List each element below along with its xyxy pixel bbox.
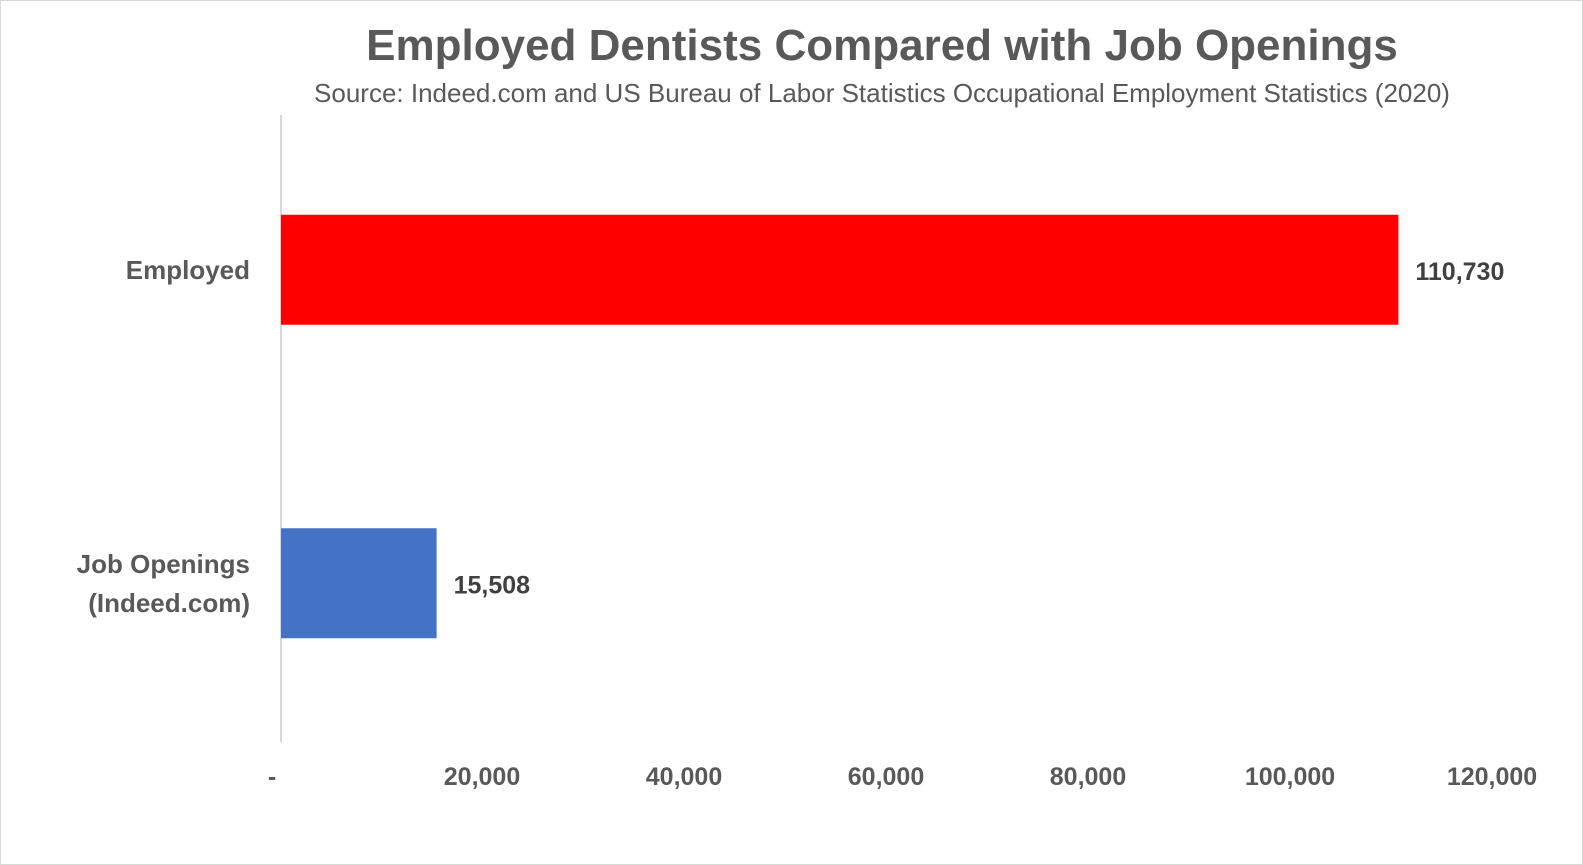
- x-tick-label: 40,000: [646, 763, 722, 791]
- category-label-1: Employed: [126, 255, 250, 285]
- chart-subtitle: Source: Indeed.com and US Bureau of Labo…: [314, 78, 1450, 108]
- x-tick-label: 80,000: [1050, 763, 1126, 791]
- chart-title: Employed Dentists Compared with Job Open…: [366, 21, 1398, 70]
- category-label-2: Job Openings: [77, 549, 250, 579]
- x-tick-label: 20,000: [444, 763, 520, 791]
- x-tick-label: 60,000: [848, 763, 924, 791]
- data-label-2: 15,508: [454, 571, 531, 599]
- data-label-1: 110,730: [1415, 258, 1504, 286]
- bar-2: [281, 528, 437, 639]
- bar-1: [281, 214, 1399, 325]
- x-tick-label: 100,000: [1245, 763, 1335, 791]
- category-label-2: (Indeed.com): [88, 588, 250, 618]
- x-tick-label: 120,000: [1447, 763, 1537, 791]
- x-tick-label: -: [268, 763, 276, 791]
